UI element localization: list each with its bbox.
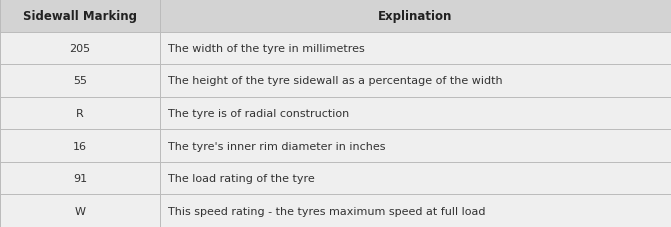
Bar: [0, 162, 671, 195]
Text: The tyre's inner rim diameter in inches: The tyre's inner rim diameter in inches: [168, 141, 385, 151]
Text: 55: 55: [73, 76, 87, 86]
Text: W: W: [74, 206, 85, 216]
Text: 91: 91: [72, 173, 87, 183]
Bar: [0, 32, 671, 65]
Text: Explination: Explination: [378, 10, 452, 23]
Text: 205: 205: [69, 44, 91, 54]
Text: R: R: [76, 109, 84, 118]
Bar: [0, 65, 671, 97]
Text: The tyre is of radial construction: The tyre is of radial construction: [168, 109, 349, 118]
Bar: [0, 195, 671, 227]
Text: The load rating of the tyre: The load rating of the tyre: [168, 173, 315, 183]
Text: 16: 16: [73, 141, 87, 151]
Text: The height of the tyre sidewall as a percentage of the width: The height of the tyre sidewall as a per…: [168, 76, 503, 86]
Bar: [0, 0, 671, 32]
Text: Sidewall Marking: Sidewall Marking: [23, 10, 137, 23]
Text: The width of the tyre in millimetres: The width of the tyre in millimetres: [168, 44, 364, 54]
Bar: [0, 130, 671, 162]
Bar: [0, 97, 671, 130]
Text: This speed rating - the tyres maximum speed at full load: This speed rating - the tyres maximum sp…: [168, 206, 485, 216]
